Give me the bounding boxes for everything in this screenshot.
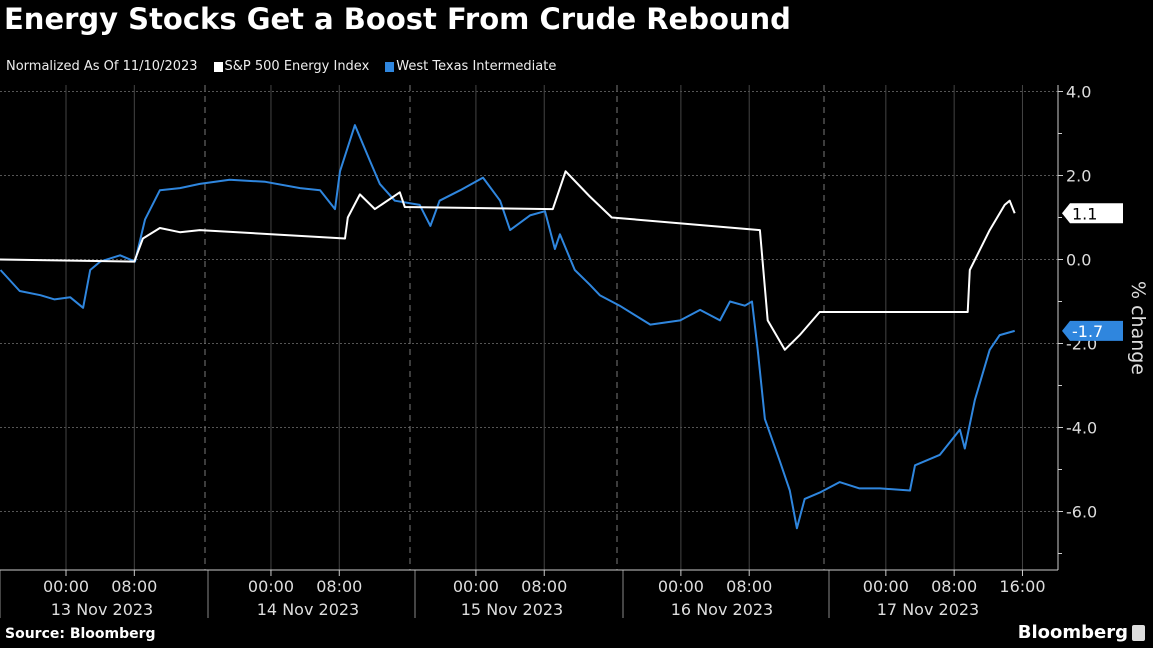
x-day-label: 15 Nov 2023 (461, 600, 563, 619)
legend-label-wti: West Texas Intermediate (396, 59, 557, 74)
legend-swatch-wti (385, 61, 395, 72)
series-line-wti (0, 124, 1015, 530)
x-tick-label: 08:00 (316, 577, 362, 596)
legend-label-sp500-energy: S&P 500 Energy Index (224, 59, 370, 74)
x-tick-label: 08:00 (931, 577, 977, 596)
x-tick-label: 00:00 (248, 577, 294, 596)
x-tick-label: 08:00 (726, 577, 772, 596)
x-day-label: 16 Nov 2023 (671, 600, 773, 619)
x-tick-label: 00:00 (863, 577, 909, 596)
y-tick-label: 0.0 (1066, 251, 1091, 270)
source-note: Source: Bloomberg (5, 626, 156, 642)
x-tick-label: 00:00 (43, 577, 89, 596)
last-value-tag-wti: -1.7 (1062, 320, 1123, 341)
series-lines (0, 124, 1016, 530)
legend: Normalized As Of 11/10/2023 S&P 500 Ener… (6, 59, 556, 74)
bloomberg-mark-icon (1132, 624, 1145, 641)
last-value-tag-bg (1062, 203, 1123, 224)
chart-subtitle: Normalized As Of 11/10/2023 (6, 59, 198, 74)
x-day-label: 17 Nov 2023 (877, 600, 979, 619)
brand-text: Bloomberg (1017, 622, 1128, 643)
x-tick-label: 00:00 (453, 577, 499, 596)
y-axis-label: % change (1127, 281, 1149, 375)
y-tick-label: 4.0 (1066, 83, 1091, 102)
y-tick-label: -6.0 (1066, 503, 1097, 522)
y-tick-label: -4.0 (1066, 419, 1097, 438)
y-tick-label: 2.0 (1066, 167, 1091, 186)
last-value-tag-bg (1062, 320, 1123, 341)
grid (0, 85, 1058, 570)
bloomberg-logo: Bloomberg (1018, 622, 1145, 643)
x-day-label: 13 Nov 2023 (51, 600, 153, 619)
x-day-label: 14 Nov 2023 (257, 600, 359, 619)
series-line-sp500-energy (0, 170, 1016, 351)
last-value-tag-sp500-energy: 1.1 (1062, 203, 1123, 224)
last-value-label: -1.7 (1072, 322, 1103, 341)
chart-title: Energy Stocks Get a Boost From Crude Reb… (4, 2, 791, 36)
x-tick-label: 08:00 (111, 577, 157, 596)
last-value-label: 1.1 (1072, 204, 1097, 223)
legend-swatch-sp500-energy (213, 61, 223, 72)
x-tick-label: 08:00 (521, 577, 567, 596)
axes: 4.02.00.0-2.0-4.0-6.000:00 08:00 00:00 08:0… (0, 83, 1123, 619)
x-tick-label: 16:00 (999, 577, 1045, 596)
x-tick-label: 00:00 (658, 577, 704, 596)
